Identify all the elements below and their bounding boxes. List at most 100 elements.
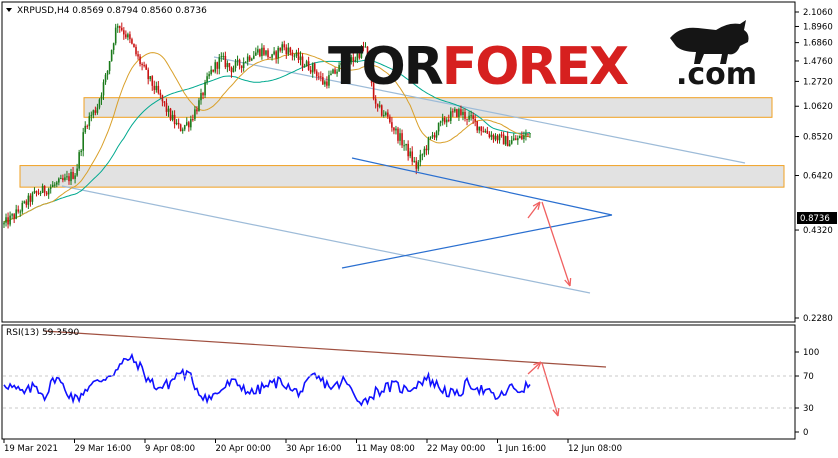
candle-body <box>84 125 87 133</box>
candle-body <box>299 56 302 60</box>
price-tick-label: 1.6860 <box>803 39 833 49</box>
candle-body <box>395 128 397 131</box>
candle-body <box>362 46 365 48</box>
candle-body <box>9 215 11 225</box>
candle-body <box>521 135 523 140</box>
candle-body <box>525 133 527 136</box>
candle-body <box>445 119 448 123</box>
price-tick-label: 0.8520 <box>803 133 833 143</box>
candle-body <box>295 52 298 56</box>
candle-body <box>194 109 196 120</box>
candle-body <box>234 61 237 69</box>
dropdown-triangle-icon[interactable] <box>6 8 12 12</box>
candle-body <box>376 103 379 107</box>
candle-body <box>263 47 265 55</box>
candle-body <box>484 130 487 133</box>
candle-body <box>25 201 28 205</box>
logo-part1: TOR <box>328 37 443 97</box>
candle-body <box>437 122 440 132</box>
candle-body <box>13 214 15 219</box>
rsi-line <box>3 352 531 407</box>
candle-body <box>169 108 172 120</box>
candle-body <box>401 133 403 146</box>
candle-body <box>185 122 188 126</box>
triangle-lower-line <box>341 214 613 269</box>
candle-body <box>64 177 66 181</box>
price-tick-label: 0.2280 <box>803 314 833 324</box>
candle-body <box>387 112 389 117</box>
candle-body <box>435 131 438 138</box>
candle-body <box>33 191 36 194</box>
candle-body <box>344 67 346 70</box>
candle-body <box>504 136 507 145</box>
candle-body <box>236 59 239 62</box>
candle-body <box>114 27 117 44</box>
candle-body <box>218 57 221 69</box>
candle-body <box>112 43 115 51</box>
candle-body <box>98 99 101 108</box>
candle-body <box>405 143 407 146</box>
candle-body <box>222 55 225 57</box>
rsi-tick-label: 30 <box>803 404 814 414</box>
candle-body <box>212 69 214 72</box>
price-tick-label: 1.8960 <box>803 22 833 32</box>
candle-body <box>72 172 74 179</box>
candle-body <box>248 56 251 61</box>
candle-body <box>454 109 456 112</box>
candle-body <box>108 61 111 71</box>
candle-body <box>275 51 277 59</box>
candle-body <box>45 192 48 195</box>
candle-body <box>429 136 432 139</box>
price-tick-label: 2.1060 <box>803 8 833 18</box>
candle-body <box>110 50 113 62</box>
candle-body <box>496 135 499 141</box>
candle-body <box>252 55 255 59</box>
candle-body <box>161 95 164 102</box>
time-tick-label: 29 Mar 16:00 <box>75 444 132 454</box>
candle-body <box>470 115 472 117</box>
candle-body <box>338 65 340 72</box>
rsi-trendline <box>43 330 607 368</box>
candle-body <box>49 187 52 189</box>
candle-body <box>527 133 529 135</box>
candle-body <box>220 56 223 58</box>
candle-body <box>131 39 133 44</box>
candle-body <box>458 109 460 117</box>
candle-body <box>350 57 353 63</box>
candle-body <box>415 160 418 169</box>
candle-body <box>265 50 267 55</box>
candle-body <box>297 52 300 60</box>
candle-body <box>354 59 357 62</box>
logo-part2: FOREX <box>442 37 629 97</box>
candle-body <box>39 192 42 194</box>
time-tick-label: 22 May 00:00 <box>427 444 485 454</box>
candle-body <box>43 185 46 193</box>
candle-body <box>311 63 314 73</box>
candle-body <box>500 134 503 136</box>
candle-body <box>482 131 485 133</box>
candle-body <box>303 66 306 68</box>
time-axis: 19 Mar 2021 29 Mar 16:00 9 Apr 08:00 20 Apr… <box>3 439 622 454</box>
candle-body <box>370 66 373 84</box>
candle-body <box>419 154 422 163</box>
candle-body <box>317 76 320 78</box>
candle-body <box>529 133 531 135</box>
candle-body <box>153 85 156 91</box>
candle-body <box>466 118 468 120</box>
candle-body <box>116 26 119 28</box>
candle-body <box>102 82 105 96</box>
candle-body <box>147 69 149 80</box>
candle-body <box>86 125 89 127</box>
candle-body <box>173 114 176 125</box>
candle-body <box>291 52 294 56</box>
candle-body <box>439 121 442 123</box>
candle-body <box>281 44 284 51</box>
candle-body <box>476 121 478 131</box>
candle-body <box>277 47 279 59</box>
symbol-info: XRPUSD,H4 0.8569 0.8794 0.8560 0.8736 <box>17 6 207 16</box>
candle-body <box>179 124 182 132</box>
candle-body <box>340 62 342 66</box>
candle-body <box>301 56 304 68</box>
time-tick-label: 11 May 08:00 <box>357 444 415 454</box>
candle-body <box>143 65 145 67</box>
